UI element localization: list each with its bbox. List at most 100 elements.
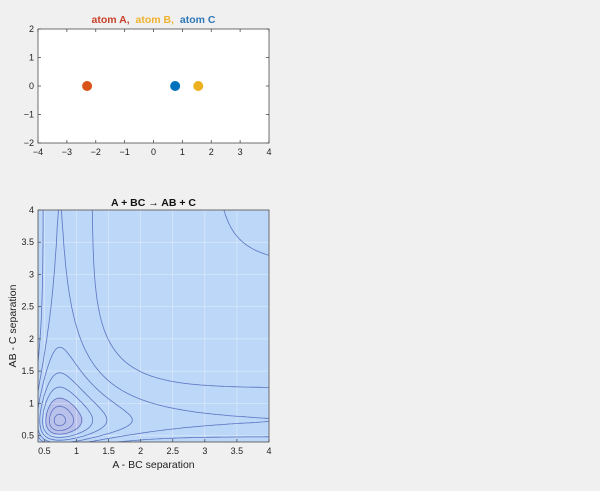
contour-fill-cell bbox=[57, 414, 60, 418]
contour-fill-cell bbox=[78, 422, 81, 426]
atom-x-tick-label: 4 bbox=[266, 147, 271, 157]
contour-fill-cell bbox=[57, 397, 60, 401]
contour-fill-cell bbox=[68, 430, 72, 433]
contour-fill-cell bbox=[59, 428, 62, 431]
contour-fill-cell bbox=[64, 430, 68, 433]
contour-fill-cell bbox=[70, 420, 74, 424]
contour-fill-cell bbox=[49, 407, 53, 410]
contour-fill-cell bbox=[57, 422, 60, 426]
contour-line bbox=[42, 386, 94, 438]
contour-fill-cell bbox=[68, 418, 72, 422]
contour-fill-cell bbox=[53, 413, 56, 416]
contour-fill-cell bbox=[72, 422, 76, 426]
contour-fill-cell bbox=[53, 430, 56, 433]
contour-fill-cell bbox=[47, 426, 51, 430]
contour-fill-cell bbox=[68, 416, 72, 420]
contour-fill-cell bbox=[76, 420, 80, 424]
contour-fill-cell bbox=[51, 416, 54, 420]
contour-fill-cell bbox=[55, 422, 58, 426]
contour-fill-cell bbox=[51, 403, 54, 406]
contour-fill-cell bbox=[68, 407, 72, 410]
contour-fill-cell bbox=[76, 413, 80, 416]
contour-fill-cell bbox=[49, 422, 53, 426]
contour-fill-cell bbox=[55, 420, 58, 424]
contour-fill-cell bbox=[49, 416, 53, 420]
contour-fill-cell bbox=[74, 426, 78, 430]
contour-fill-cell bbox=[59, 416, 62, 420]
contour-fill-cell bbox=[68, 413, 72, 416]
contour-fill-cell bbox=[57, 426, 60, 430]
contour-fill-cell bbox=[49, 418, 53, 422]
contour-fill-cell bbox=[63, 413, 66, 416]
contour-fill-cell bbox=[53, 409, 56, 412]
contour-fill-cell bbox=[68, 405, 72, 408]
contour-fill-cell bbox=[53, 401, 56, 404]
contour-fill-cell bbox=[57, 401, 60, 404]
contour-fill-cell bbox=[49, 409, 53, 412]
contour-fill-cell bbox=[51, 430, 54, 433]
contour-fill-cell bbox=[53, 399, 56, 402]
atom-x-tick-label: −1 bbox=[119, 147, 129, 157]
atom-x-tick-label: 2 bbox=[209, 147, 214, 157]
contour-x-tick-label: 4 bbox=[266, 446, 271, 456]
contour-fill-cell bbox=[66, 401, 70, 404]
atom-c-point bbox=[170, 81, 181, 91]
contour-fill-cell bbox=[66, 418, 70, 422]
contour-fill-cell bbox=[64, 401, 68, 404]
atom-x-tick-label: −2 bbox=[91, 147, 101, 157]
contour-fill-cell bbox=[64, 424, 68, 428]
atom-x-tick-label: −3 bbox=[62, 147, 72, 157]
contour-fill-cell bbox=[57, 420, 60, 424]
contour-fill-cell bbox=[55, 430, 58, 433]
contour-fill-cell bbox=[55, 411, 58, 414]
contour-fill-cell bbox=[49, 411, 53, 414]
contour-fill-cell bbox=[55, 416, 58, 420]
contour-fill-cell bbox=[55, 413, 58, 416]
contour-fill-cell bbox=[61, 426, 64, 430]
atom-x-tick-label: 3 bbox=[238, 147, 243, 157]
contour-line bbox=[53, 413, 67, 427]
contour-fill-cell bbox=[53, 411, 56, 414]
contour-fill-cell bbox=[53, 414, 56, 418]
contour-fill-cell bbox=[47, 411, 51, 414]
contour-fill-cell bbox=[51, 422, 54, 426]
contour-fill-cell bbox=[66, 428, 70, 431]
contour-fill-cell bbox=[76, 416, 80, 420]
contour-fill-cell bbox=[47, 416, 51, 420]
contour-fill-cell bbox=[47, 407, 51, 410]
contour-fill-cell bbox=[66, 422, 70, 426]
contour-line bbox=[39, 372, 108, 441]
contour-fill-cell bbox=[68, 409, 72, 412]
atom-position-chart: atom A, atom B, atom C −4 −3 −2 −1 0 1 2 3 4 −2−… bbox=[24, 14, 272, 157]
contour-fill-cell bbox=[76, 424, 80, 428]
contour-fill-cell bbox=[45, 420, 49, 424]
contour-fill-cell bbox=[68, 414, 72, 418]
contour-line bbox=[38, 210, 269, 442]
contour-fill-cell bbox=[72, 424, 76, 428]
contour-fill-cell bbox=[55, 426, 58, 430]
contour-chart-title: A + BC → AB + C bbox=[111, 197, 196, 209]
contour-fill-cell bbox=[51, 405, 54, 408]
contour-fill-cell bbox=[78, 420, 81, 424]
contour-fill-cell bbox=[59, 411, 62, 414]
contour-y-axis-label: AB - C separation bbox=[7, 284, 19, 367]
contour-fill-cell bbox=[57, 428, 60, 431]
contour-fill-cell bbox=[57, 409, 60, 412]
contour-fill-cell bbox=[49, 426, 53, 430]
contour-fill-cell bbox=[51, 424, 54, 428]
contour-fill-cell bbox=[57, 399, 60, 402]
contour-fill-cell bbox=[59, 403, 62, 406]
contour-fill-cell bbox=[59, 401, 62, 404]
atom-x-tick-label: −4 bbox=[33, 147, 43, 157]
contour-fill-cell bbox=[61, 420, 64, 424]
contour-x-tick-label: 1.5 bbox=[102, 446, 115, 456]
contour-fill-cell bbox=[63, 418, 66, 422]
contour-fill-cell bbox=[68, 428, 72, 431]
contour-fill-cell bbox=[70, 405, 74, 408]
contour-fill-cell bbox=[59, 420, 62, 424]
contour-fill-cell bbox=[57, 411, 60, 414]
contour-fill-cell bbox=[51, 413, 54, 416]
contour-fill-cell bbox=[47, 422, 51, 426]
atom-points bbox=[82, 81, 204, 91]
